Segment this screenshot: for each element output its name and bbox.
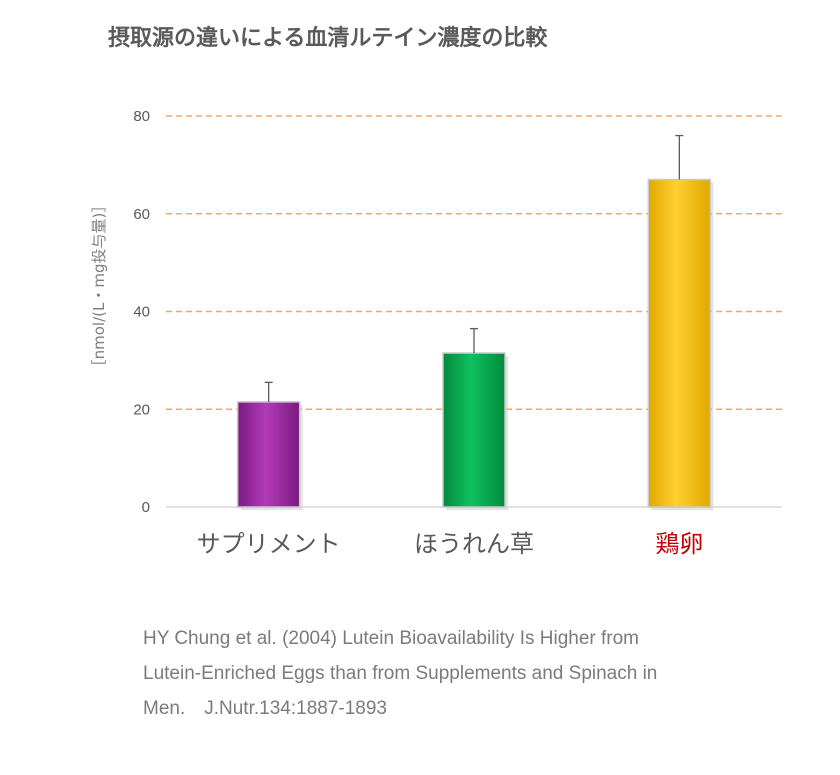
citation-line-2: Lutein-Enriched Eggs than from Supplemen… — [143, 663, 658, 684]
y-tick-label: 80 — [133, 108, 150, 125]
bar-chart: 0 20 40 60 80 サプリメント ほうれん草 鶏卵 ［nmol/(L・mg投与量)］ — [90, 108, 782, 558]
citation-line-1: HY Chung et al. (2004) Lutein Bioavailab… — [143, 628, 640, 649]
citation: HY Chung et al. (2004) Lutein Bioavailab… — [143, 621, 783, 726]
bars — [236, 134, 714, 510]
y-axis-label: ［nmol/(L・mg投与量)］ — [90, 198, 108, 375]
category-label: サプリメント — [197, 530, 341, 558]
bar — [442, 352, 506, 508]
y-tick-label: 20 — [133, 401, 150, 418]
x-axis: サプリメント ほうれん草 鶏卵 — [197, 530, 704, 558]
y-tick-label: 40 — [133, 304, 150, 321]
y-tick-label: 0 — [142, 499, 150, 516]
bar — [236, 401, 301, 508]
category-label: ほうれん草 — [414, 530, 534, 558]
chart-title: 摂取源の違いによる血清ルテイン濃度の比較 — [108, 26, 548, 51]
bar — [647, 178, 712, 508]
citation-line-3: Men. J.Nutr.134:1887-1893 — [143, 698, 387, 719]
y-axis: 0 20 40 60 80 — [133, 108, 150, 516]
category-label: 鶏卵 — [655, 530, 703, 558]
y-tick-label: 60 — [133, 206, 150, 223]
